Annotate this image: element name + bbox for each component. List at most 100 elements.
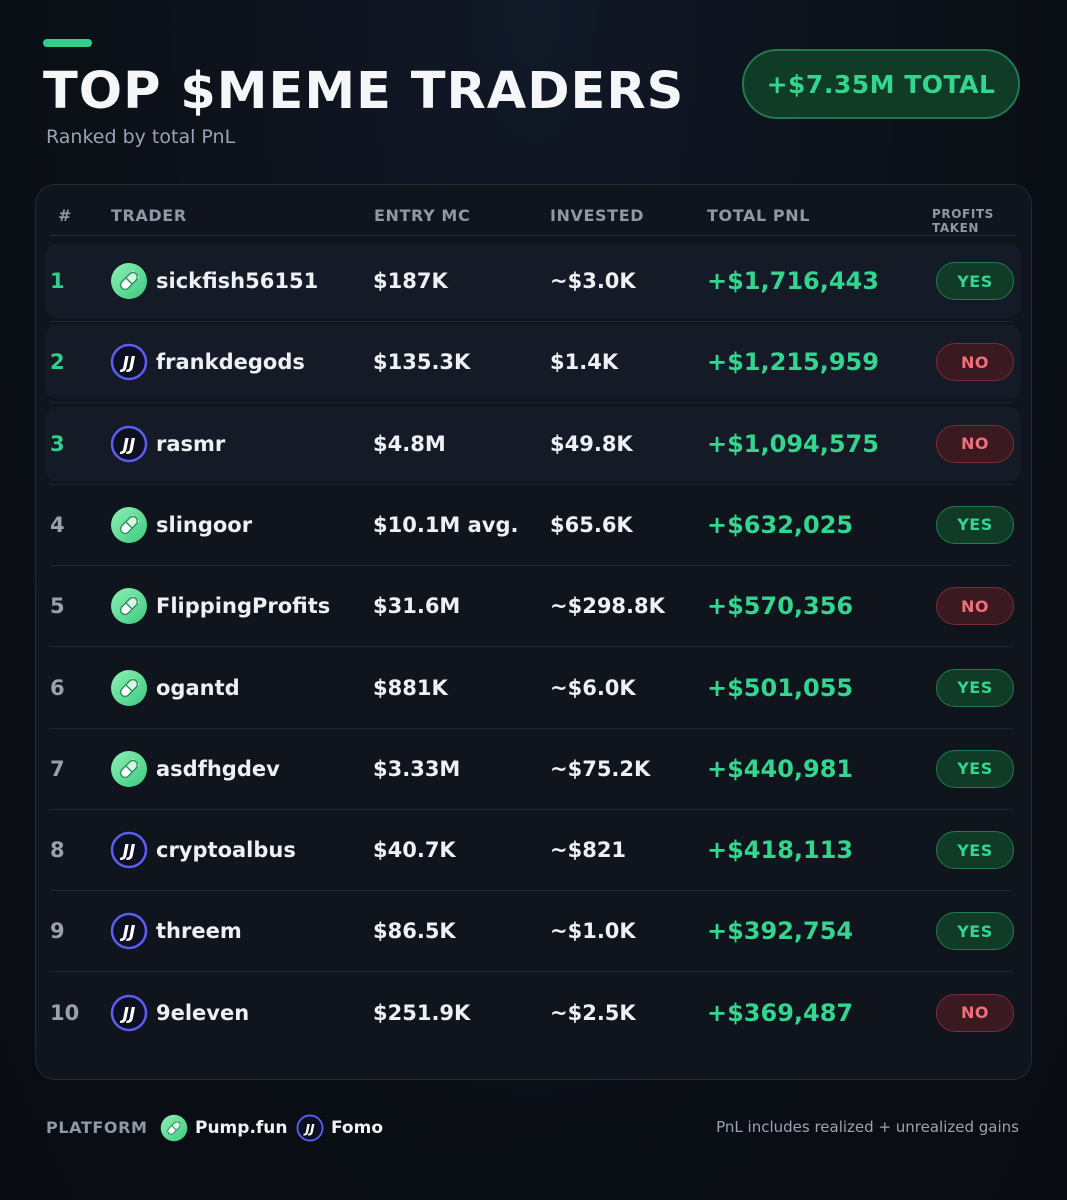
fomo-logo-icon: JJ xyxy=(296,1114,324,1142)
profits-taken-badge: YES xyxy=(936,749,1014,788)
entry-mc-value: $10.1M avg. xyxy=(373,512,519,537)
table-row: 5 FlippingProfits $31.6M ~$298.8K +$570,356 N… xyxy=(45,569,1021,648)
profits-taken-badge: YES xyxy=(936,668,1014,707)
total-pnl-value: +$501,055 xyxy=(707,673,854,702)
legend-item-fomo: JJ Fomo xyxy=(296,1113,383,1143)
table-row: 6 ogantd $881K ~$6.0K +$501,055 YES xyxy=(45,651,1021,729)
profits-taken-badge: NO xyxy=(936,424,1014,463)
invested-value: ~$2.5K xyxy=(550,1000,636,1025)
profits-taken-badge: YES xyxy=(936,912,1014,951)
platform-legend-label: PLATFORM xyxy=(46,1118,148,1137)
pill-icon xyxy=(110,750,148,788)
invested-value: ~$298.8K xyxy=(550,594,665,619)
table-header: # TRADER ENTRY MC INVESTED TOTAL PNL PRO… xyxy=(50,197,1016,236)
total-pnl-value: +$392,754 xyxy=(707,917,854,946)
table-row: 8 JJ cryptoalbus $40.7K ~$821 +$418,113 YES xyxy=(45,813,1021,892)
legend-label-fomo: Fomo xyxy=(331,1118,383,1138)
entry-mc-value: $135.3K xyxy=(373,350,471,375)
rank-number: 10 xyxy=(50,1000,80,1025)
trader-name: threem xyxy=(156,919,242,944)
entry-mc-value: $31.6M xyxy=(373,594,461,619)
trader-name: cryptoalbus xyxy=(156,838,296,863)
svg-text:JJ: JJ xyxy=(120,1004,136,1024)
invested-value: ~$3.0K xyxy=(550,269,636,293)
fomo-logo-icon: JJ xyxy=(110,994,148,1032)
row-divider xyxy=(50,808,1013,810)
column-header-profits-taken: PROFITS TAKEN xyxy=(932,207,994,235)
invested-value: ~$821 xyxy=(550,838,627,863)
invested-value: $1.4K xyxy=(550,350,619,375)
table-row: 10 JJ 9eleven $251.9K ~$2.5K +$369,487 NO xyxy=(45,976,1021,1050)
rank-number: 7 xyxy=(50,756,65,781)
row-divider xyxy=(50,727,1013,729)
table-row: 9 JJ threem $86.5K ~$1.0K +$392,754 YES xyxy=(45,894,1021,973)
table-row: 3 JJ rasmr $4.8M $49.8K +$1,094,575 NO xyxy=(45,406,1021,485)
svg-text:JJ: JJ xyxy=(120,923,136,943)
trader-name: slingoor xyxy=(156,512,253,537)
total-pnl-badge: +$7.35M TOTAL xyxy=(742,49,1020,119)
total-pnl-value: +$440,981 xyxy=(707,754,854,783)
column-header-total-pnl: TOTAL PNL xyxy=(707,206,811,225)
invested-value: ~$75.2K xyxy=(550,756,651,781)
row-divider xyxy=(50,971,1013,973)
pnl-footnote: PnL includes realized + unrealized gains xyxy=(716,1118,1019,1136)
invested-value: ~$6.0K xyxy=(550,675,636,700)
entry-mc-value: $4.8M xyxy=(373,431,446,456)
total-pnl-value: +$570,356 xyxy=(707,592,854,621)
fomo-logo-icon: JJ xyxy=(110,425,148,463)
pill-icon xyxy=(110,587,148,625)
total-pnl-value: +$1,716,443 xyxy=(707,267,879,295)
rank-number: 6 xyxy=(50,675,65,700)
profits-taken-badge: NO xyxy=(936,587,1014,626)
total-pnl-value: +$418,113 xyxy=(707,836,854,865)
svg-text:JJ: JJ xyxy=(120,435,136,455)
table-row: 7 asdfhgdev $3.33M ~$75.2K +$440,981 YES xyxy=(45,732,1021,810)
row-divider xyxy=(50,646,1013,648)
entry-mc-value: $86.5K xyxy=(373,919,456,944)
legend-item-pumpfun: Pump.fun xyxy=(160,1113,288,1143)
entry-mc-value: $3.33M xyxy=(373,756,461,781)
table-row: 4 slingoor $10.1M avg. $65.6K +$632,025 YES xyxy=(45,488,1021,566)
trader-name: 9eleven xyxy=(156,1000,250,1025)
pill-icon xyxy=(110,506,148,544)
column-header-rank: # xyxy=(58,206,73,225)
column-header-entry-mc: ENTRY MC xyxy=(374,206,471,225)
rank-number: 9 xyxy=(50,919,65,944)
total-pnl-value: +$1,094,575 xyxy=(707,429,879,458)
column-header-trader: TRADER xyxy=(111,206,187,225)
pill-icon xyxy=(110,669,148,707)
rank-number: 5 xyxy=(50,594,65,619)
entry-mc-value: $187K xyxy=(373,269,448,293)
profits-taken-badge: YES xyxy=(936,505,1014,544)
profits-taken-badge: NO xyxy=(936,993,1014,1032)
pill-icon xyxy=(160,1114,188,1142)
row-divider xyxy=(50,890,1013,892)
rank-number: 8 xyxy=(50,838,65,863)
trader-name: frankdegods xyxy=(156,350,305,375)
profits-taken-badge: YES xyxy=(936,831,1014,870)
page-subtitle: Ranked by total PnL xyxy=(46,126,236,148)
invested-value: $49.8K xyxy=(550,431,633,456)
svg-text:JJ: JJ xyxy=(120,354,136,374)
row-divider xyxy=(50,564,1013,566)
profits-taken-badge: YES xyxy=(936,262,1014,300)
page-title: TOP $MEME TRADERS xyxy=(43,62,685,121)
entry-mc-value: $40.7K xyxy=(373,838,456,863)
row-divider xyxy=(50,402,1013,404)
trader-name: asdfhgdev xyxy=(156,756,280,781)
svg-text:JJ: JJ xyxy=(120,842,136,862)
column-header-invested: INVESTED xyxy=(550,206,645,225)
entry-mc-value: $881K xyxy=(373,675,448,700)
row-divider xyxy=(50,483,1013,485)
trader-name: ogantd xyxy=(156,675,240,700)
rank-number: 1 xyxy=(50,269,65,293)
accent-bar xyxy=(43,39,92,47)
entry-mc-value: $251.9K xyxy=(373,1000,471,1025)
invested-value: ~$1.0K xyxy=(550,919,636,944)
fomo-logo-icon: JJ xyxy=(110,912,148,950)
trader-name: rasmr xyxy=(156,431,226,456)
rank-number: 2 xyxy=(50,350,65,375)
total-pnl-value: +$1,215,959 xyxy=(707,348,879,377)
trader-name: sickfish56151 xyxy=(156,269,319,293)
fomo-logo-icon: JJ xyxy=(110,831,148,869)
